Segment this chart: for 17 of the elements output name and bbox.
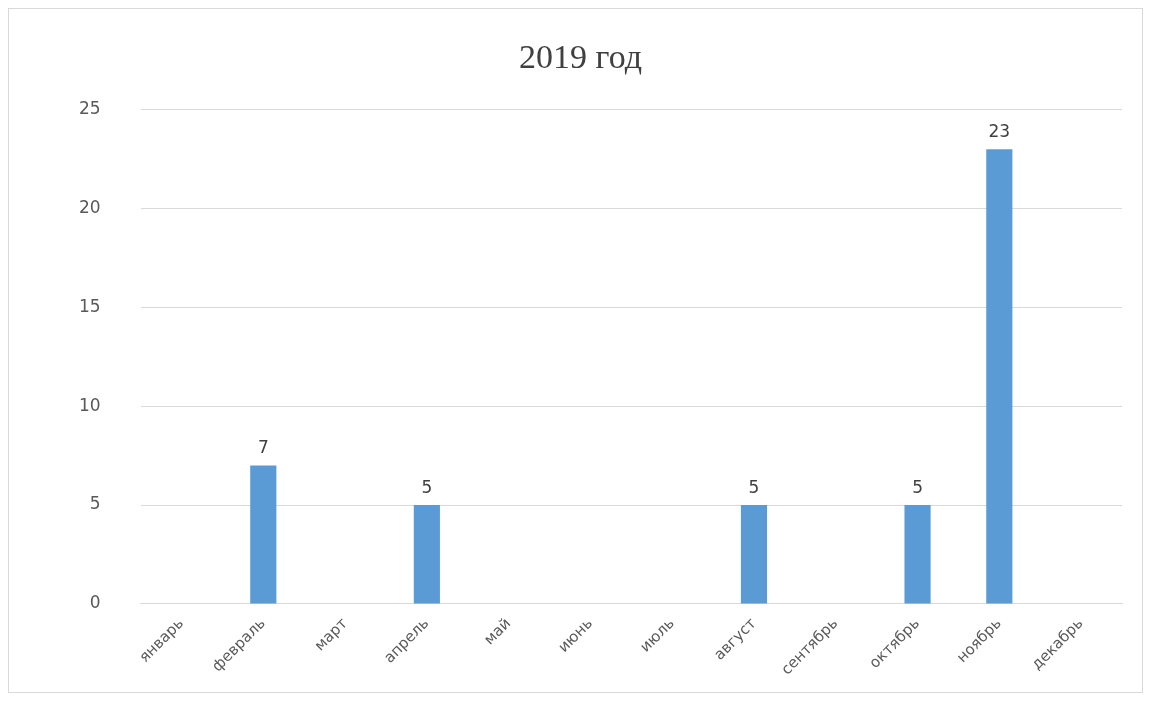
data-label: 23	[988, 121, 1011, 142]
y-tick-label: 15	[78, 295, 101, 316]
y-tick-label: 0	[89, 592, 101, 613]
data-label: 5	[421, 477, 433, 497]
bar	[740, 505, 768, 604]
y-tick-label: 10	[78, 394, 101, 415]
bar	[413, 505, 440, 604]
data-label: 5	[748, 477, 760, 497]
bar	[250, 465, 277, 604]
data-label: 5	[912, 477, 923, 497]
y-tick-label: 5	[89, 493, 101, 514]
bar	[986, 149, 1013, 604]
data-label: 7	[257, 437, 269, 458]
chart-title: 2019 год	[519, 38, 642, 76]
y-tick-label: 25	[78, 98, 101, 119]
bar	[904, 505, 931, 604]
y-tick-label: 20	[78, 197, 101, 218]
